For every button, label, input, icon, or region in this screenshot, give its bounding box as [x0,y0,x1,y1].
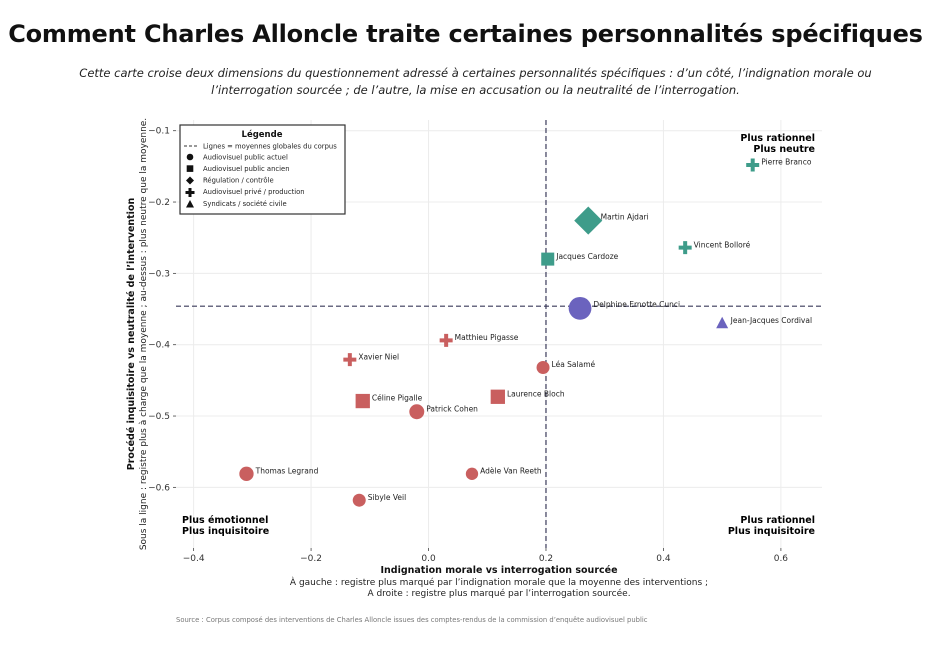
corner-bottom-right-line-2: Plus inquisitoire [728,526,815,537]
point-label: Jacques Cardoze [555,252,618,261]
subtitle-line-2: l’interrogation sourcée ; de l’autre, la… [211,83,740,97]
y-tick-label: −0.2 [148,198,170,208]
point-cross [343,353,357,367]
point-triangle [716,316,729,329]
x-tick-label: 0.6 [774,554,789,564]
point-cross [746,158,760,172]
point-circle [568,296,592,320]
legend-circle-icon [186,153,194,161]
legend-item-label: Régulation / contrôle [203,177,274,185]
point-label: Pierre Branco [761,158,812,167]
point-label: Vincent Bolloré [694,240,751,249]
legend-item-label: Audiovisuel public actuel [203,154,288,162]
mean-lines [176,120,822,548]
legend-square-icon [186,165,194,172]
point-square [541,252,555,266]
point-labels: Pierre Branco Martin Ajdari Vincent Bollor… [255,158,812,502]
legend-item-label: Lignes = moyennes globales du corpus [203,143,337,151]
source-note: Source : Corpus composé des intervention… [176,616,648,624]
legend-item-label: Audiovisuel public ancien [203,165,290,173]
point-label: Matthieu Pigasse [455,333,519,342]
x-tick-label: −0.2 [300,554,322,564]
data-points [239,158,760,507]
x-tick-label: 0.2 [539,554,553,564]
legend-cross-icon [185,188,195,197]
point-square [490,389,505,404]
subtitle: Cette carte croise deux dimensions du qu… [60,65,891,99]
legend: Légende Lignes = moyennes globales du co… [179,124,346,215]
point-cross [678,241,692,255]
legend-box [179,124,346,215]
corner-bottom-left-line-1: Plus émotionnel [182,515,268,526]
x-axis-subtitle-2: A droite : registre plus marqué par l’in… [367,588,630,599]
point-label: Jean-Jacques Cordival [730,316,812,325]
point-label: Patrick Cohen [426,404,478,413]
point-label: Laurence Bloch [507,389,565,398]
point-label: Delphine Ernotte Cunci [593,300,680,309]
point-label: Thomas Legrand [255,466,319,475]
legend-item-label: Syndicats / société civile [203,200,287,208]
point-circle [352,493,366,507]
point-circle [536,361,550,375]
corner-top-right-line-1: Plus rationnel [740,133,815,144]
legend-triangle-icon [186,200,194,208]
point-circle [239,466,254,481]
subtitle-line-1: Cette carte croise deux dimensions du qu… [79,66,872,80]
point-label: Sibyle Veil [368,493,406,502]
legend-title: Légende [242,129,283,140]
point-label: Martin Ajdari [601,213,649,222]
y-axis-title: Procédé inquisitoire vs neutralité de l’… [126,198,137,471]
x-axis-subtitle-1: À gauche : registre plus marqué par l’in… [290,576,708,588]
corner-bottom-right-line-1: Plus rationnel [740,515,815,526]
x-tick-label: −0.4 [183,554,205,564]
y-axis-subtitle: Sous la ligne : registre plus à charge q… [139,118,149,550]
point-cross [439,333,453,347]
point-label: Céline Pigalle [372,394,423,403]
y-tick-label: −0.6 [148,483,170,493]
point-label: Léa Salamé [552,360,596,369]
x-axis-title: Indignation morale vs interrogation sour… [380,565,617,576]
legend-diamond-icon [186,176,194,185]
x-tick-label: 0.4 [656,554,671,564]
y-tick-label: −0.4 [148,341,170,351]
point-square [355,393,370,409]
corner-top-right-line-2: Plus neutre [753,144,815,155]
page-title: Comment Charles Alloncle traite certaine… [8,20,923,48]
x-axis-ticks: −0.4 −0.2 0.0 0.2 0.4 0.6 [183,548,789,564]
point-diamond [574,206,603,235]
legend-item-label: Audiovisuel privé / production [203,188,305,196]
y-tick-label: −0.5 [148,412,170,422]
corner-bottom-left-line-2: Plus inquisitoire [182,526,269,537]
point-label: Adèle Van Reeth [480,467,542,476]
y-axis-ticks: −0.1 −0.2 −0.3 −0.4 −0.5 −0.6 [148,127,176,493]
y-tick-label: −0.3 [148,269,170,279]
point-circle [465,467,479,480]
point-label: Xavier Niel [358,352,399,361]
point-circle [409,404,425,420]
y-tick-label: −0.1 [148,127,170,137]
x-tick-label: 0.0 [421,554,436,564]
